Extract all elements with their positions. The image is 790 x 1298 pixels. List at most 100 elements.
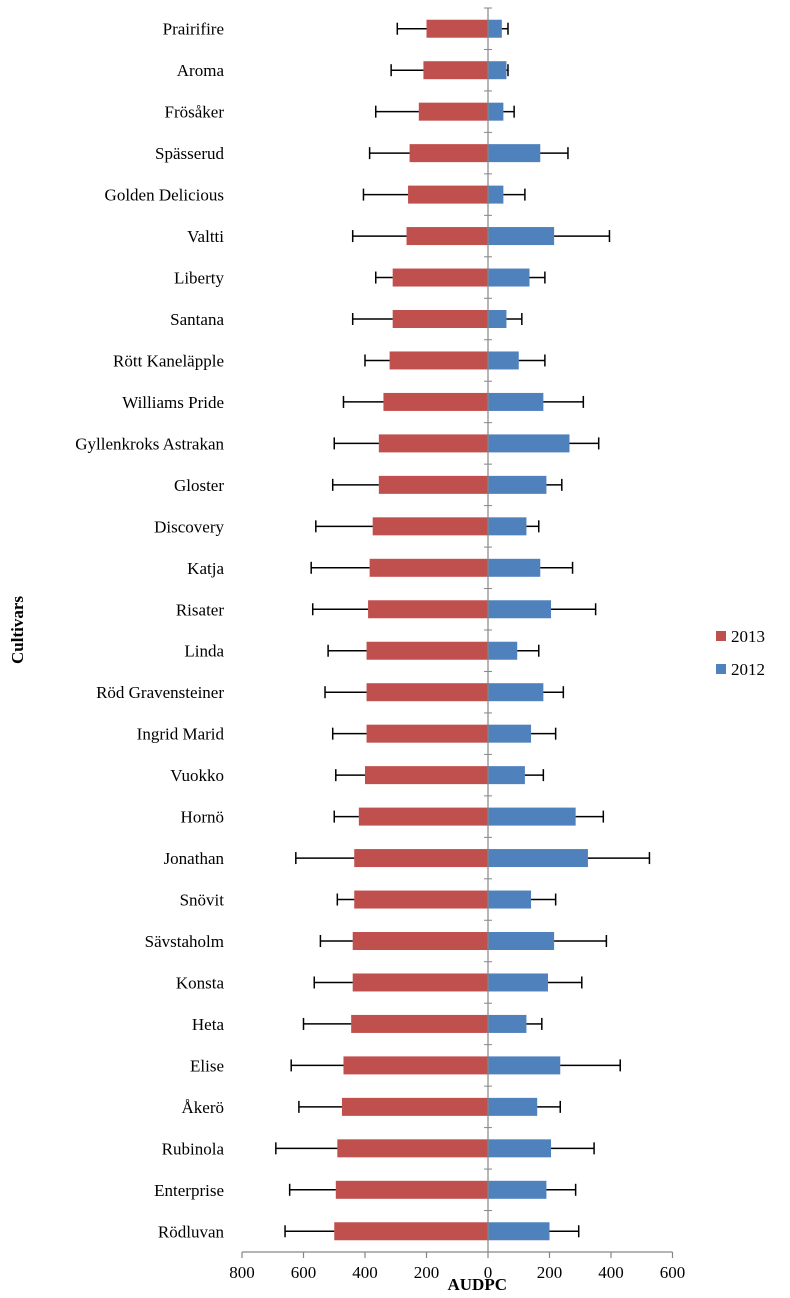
category-label: Röd Gravensteiner: [96, 683, 224, 702]
bar-2013: [392, 268, 488, 287]
category-label: Valtti: [187, 227, 224, 246]
bar-2012: [488, 475, 547, 494]
bar-2012: [488, 766, 525, 785]
bar-2012: [488, 932, 555, 950]
category-label: Frösåker: [165, 103, 225, 122]
category-label: Santana: [170, 310, 224, 329]
bar-2013: [418, 102, 488, 121]
bar-2013: [352, 973, 488, 992]
bar-2012: [488, 724, 532, 743]
bar-2012: [488, 807, 576, 826]
category-label: Rödluvan: [158, 1222, 225, 1241]
bar-2012: [488, 102, 504, 121]
bar-2012: [488, 641, 518, 660]
category-label: Rött Kaneläpple: [113, 351, 224, 370]
category-label: Rubinola: [162, 1139, 225, 1158]
bar-2012: [488, 268, 530, 287]
bar-2012: [488, 973, 548, 992]
bar-2013: [383, 392, 488, 411]
bar-2013: [354, 890, 488, 909]
category-label: Åkerö: [182, 1098, 224, 1117]
bar-2013: [378, 475, 488, 494]
bar-2012: [488, 61, 507, 80]
category-label: Liberty: [174, 269, 225, 288]
bar-2012: [488, 227, 555, 246]
category-label: Vuokko: [170, 766, 224, 785]
bar-2013: [351, 1014, 488, 1033]
x-tick-label: 400: [352, 1263, 378, 1282]
bar-2012: [488, 1014, 527, 1033]
category-label: Sävstaholm: [145, 932, 224, 951]
x-tick-label: 0: [484, 1263, 493, 1282]
bar-2012: [488, 351, 519, 370]
category-label: Spässerud: [155, 144, 224, 163]
x-axis-title: AUDPC: [448, 1275, 508, 1294]
category-label: Aroma: [177, 61, 225, 80]
category-label: Linda: [184, 642, 224, 661]
bar-2012: [488, 19, 502, 38]
bar-2013: [366, 724, 488, 743]
x-tick-label: 800: [229, 1263, 255, 1282]
bar-2013: [423, 61, 488, 80]
bar-2013: [372, 517, 488, 536]
legend-swatch-2012: [716, 664, 726, 674]
x-tick-label: 600: [291, 1263, 317, 1282]
bar-2013: [408, 185, 488, 204]
bar-2013: [426, 19, 488, 38]
bar-2013: [366, 641, 488, 660]
bar-2012: [488, 1222, 550, 1241]
x-axis-ticks: 800 600 400 200 0 200 400 600: [229, 7, 686, 1282]
bar-2013: [389, 351, 488, 370]
series-2013-bars: [334, 19, 488, 1241]
bar-2012: [488, 849, 588, 868]
bar-2013: [352, 932, 488, 950]
bar-2012: [488, 1180, 547, 1199]
bar-2013: [378, 434, 488, 453]
bar-2012: [488, 1056, 561, 1075]
bar-2013: [368, 600, 488, 619]
bar-2012: [488, 890, 532, 909]
category-label: Katja: [187, 559, 224, 578]
bar-2012: [488, 392, 544, 411]
bar-2013: [343, 1056, 488, 1075]
category-label: Heta: [192, 1015, 225, 1034]
x-tick-label: 400: [598, 1263, 624, 1282]
category-label: Golden Delicious: [105, 186, 224, 205]
bar-2012: [488, 683, 544, 702]
bar-2013: [354, 849, 488, 868]
x-tick-label: 200: [414, 1263, 440, 1282]
series-2012-bars: [488, 19, 588, 1241]
legend: 2013 2012: [716, 627, 765, 679]
bar-2013: [392, 310, 488, 328]
category-label: Hornö: [181, 808, 224, 827]
bar-2013: [335, 1180, 488, 1199]
bar-2013: [366, 683, 488, 702]
legend-label-2013: 2013: [731, 627, 765, 646]
category-label: Snövit: [180, 891, 225, 910]
x-tick-label: 600: [660, 1263, 686, 1282]
bar-2012: [488, 434, 570, 453]
bar-2012: [488, 558, 541, 577]
bar-2012: [488, 185, 504, 204]
category-labels: Prairifire Aroma Frösåker Spässerud Golden D…: [75, 20, 224, 1242]
legend-swatch-2013: [716, 631, 726, 641]
category-label: Discovery: [154, 517, 224, 536]
bar-2013: [406, 227, 488, 246]
category-label: Konsta: [176, 973, 225, 992]
category-label: Jonathan: [164, 849, 225, 868]
bar-2012: [488, 517, 527, 536]
bar-2012: [488, 600, 552, 619]
category-label: Gloster: [174, 476, 224, 495]
bar-2013: [341, 1097, 488, 1116]
legend-label-2012: 2012: [731, 660, 765, 679]
bar-2013: [369, 558, 488, 577]
category-label: Elise: [190, 1056, 224, 1075]
bar-2013: [337, 1139, 488, 1158]
category-label: Prairifire: [163, 20, 224, 39]
bar-2013: [365, 766, 488, 785]
bar-2013: [334, 1222, 488, 1241]
bar-2012: [488, 1139, 552, 1158]
bar-2012: [488, 310, 507, 328]
category-label: Williams Pride: [122, 393, 224, 412]
